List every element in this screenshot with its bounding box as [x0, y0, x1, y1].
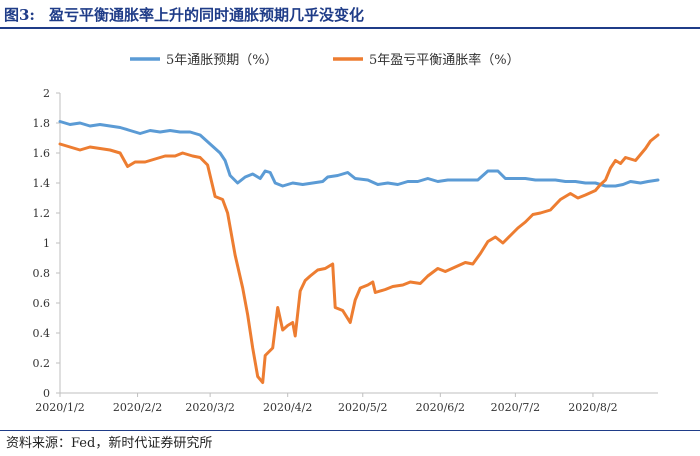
y-axis-ticks: 0 0.2 0.4 0.6 0.8 1 1.2 1.4 1.6 1.8 2: [33, 87, 60, 400]
figure-title: 图3: 盈亏平衡通胀率上升的同时通胀预期几乎没变化: [4, 3, 364, 27]
source-rule: [0, 430, 700, 431]
chart-legend: 5年通胀预期（%） 5年盈亏平衡通胀率（%）: [130, 52, 520, 68]
x-tick-label: 2020/3/2: [185, 401, 234, 414]
y-tick-label: 0.6: [33, 297, 51, 310]
y-tick-label: 1.8: [33, 117, 51, 130]
y-tick-label: 2: [43, 87, 50, 100]
x-tick-label: 2020/6/2: [416, 401, 465, 414]
y-tick-label: 0.2: [33, 357, 51, 370]
y-tick-label: 1: [43, 237, 50, 250]
x-tick-label: 2020/5/2: [338, 401, 387, 414]
title-rule: [0, 27, 700, 29]
x-tick-label: 2020/7/2: [491, 401, 540, 414]
y-tick-label: 0.4: [33, 327, 51, 340]
legend-label-2: 5年盈亏平衡通胀率（%）: [369, 52, 520, 68]
y-tick-label: 1.4: [33, 177, 51, 190]
source-note: 资料来源：Fed，新时代证券研究所: [6, 436, 213, 451]
chart-axes: [59, 93, 658, 394]
x-axis-ticks: 2020/1/2 2020/2/2 2020/3/2 2020/4/2 2020/5/2…: [35, 393, 618, 414]
line-chart: 5年通胀预期（%） 5年盈亏平衡通胀率（%） 0 0.2 0.4 0.6 0.8 1 1.2 1…: [33, 52, 660, 414]
y-tick-label: 0.8: [33, 267, 51, 280]
y-tick-label: 0: [43, 387, 50, 400]
series-line-2: [58, 133, 660, 384]
y-tick-label: 1.6: [33, 147, 51, 160]
figure-number: 图3:: [4, 6, 35, 24]
series-line-1: [58, 120, 660, 188]
legend-label-1: 5年通胀预期（%）: [166, 53, 278, 68]
y-tick-label: 1.2: [33, 207, 51, 220]
x-tick-label: 2020/4/2: [263, 401, 312, 414]
x-tick-label: 2020/8/2: [568, 401, 617, 414]
x-tick-label: 2020/2/2: [113, 401, 162, 414]
chart-series: [58, 120, 660, 384]
figure-title-text: 盈亏平衡通胀率上升的同时通胀预期几乎没变化: [48, 6, 364, 24]
x-tick-label: 2020/1/2: [35, 401, 84, 414]
